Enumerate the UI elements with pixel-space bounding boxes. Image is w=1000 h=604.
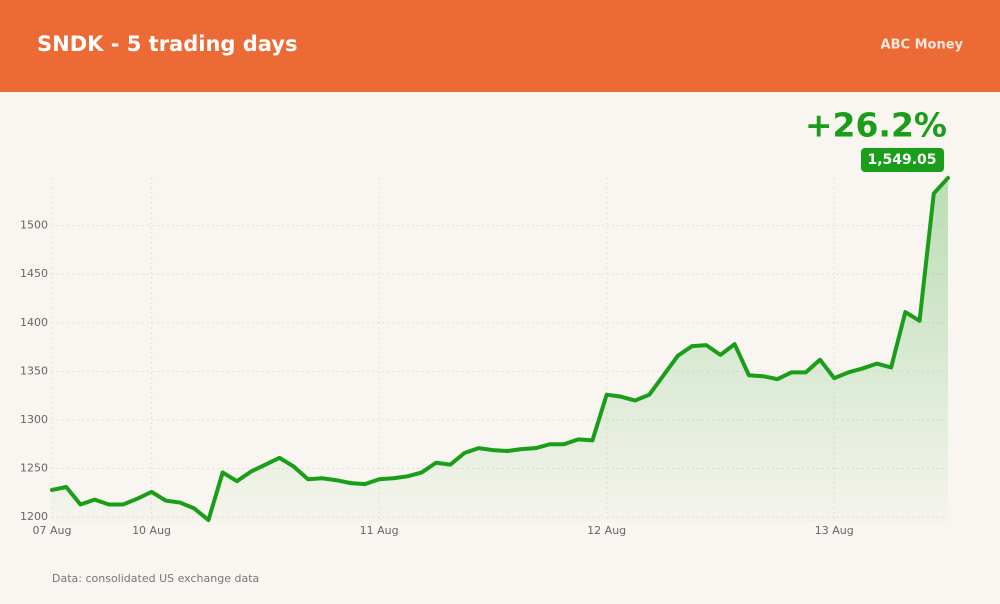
change-label: +26.2% xyxy=(805,106,947,145)
x-tick-label: 10 Aug xyxy=(132,524,171,537)
area-fill xyxy=(52,177,948,523)
y-tick-label: 1500 xyxy=(20,219,48,232)
header-title: SNDK - 5 trading days xyxy=(37,32,298,56)
x-tick-label: 12 Aug xyxy=(587,524,626,537)
y-tick-label: 1200 xyxy=(20,510,48,523)
brand: ABC Money xyxy=(881,38,964,53)
last-value-badge xyxy=(861,148,944,172)
x-tick-label: 11 Aug xyxy=(360,524,399,537)
x-tick-label: 07 Aug xyxy=(33,524,72,537)
y-tick-label: 1250 xyxy=(20,462,48,475)
x-tick-label: 13 Aug xyxy=(815,524,854,537)
price-line xyxy=(50,175,950,523)
last-value-label: 1,549.05 xyxy=(867,152,936,168)
y-tick-label: 1300 xyxy=(20,413,48,426)
y-tick-label: 1400 xyxy=(20,316,48,329)
header-bar xyxy=(0,0,1000,92)
y-tick-label: 1350 xyxy=(20,364,48,377)
y-tick-label: 1450 xyxy=(20,267,48,280)
source-note: Data: consolidated US exchange data xyxy=(52,572,259,585)
